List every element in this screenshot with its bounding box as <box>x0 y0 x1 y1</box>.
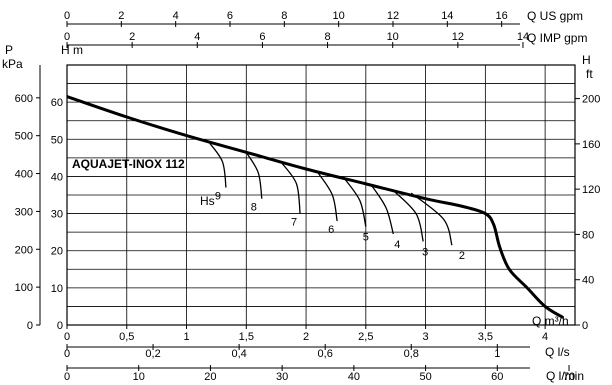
x-tick-label: 1 <box>183 331 189 343</box>
grid <box>66 64 575 326</box>
hs-curve <box>410 192 453 246</box>
kpa-tick-label: 600 <box>15 93 33 105</box>
x-tick-label: 2 <box>303 331 309 343</box>
y-tick-label: 20 <box>51 246 63 258</box>
imp-gpm-tick-label: 6 <box>259 31 265 43</box>
hs-curve <box>207 140 227 188</box>
l-s-tick-label: 0 <box>64 348 70 360</box>
l-s-tick-label: 0,2 <box>145 348 160 360</box>
x-tick-label: 3,5 <box>478 331 493 343</box>
l-min-tick-label: 30 <box>276 371 288 383</box>
us-gpm-tick-label: 8 <box>281 10 287 22</box>
kpa-tick-label: 300 <box>15 206 33 218</box>
kpa-label-top: P <box>5 43 13 57</box>
x-tick-label: 3 <box>423 331 429 343</box>
l-min-tick-label: 20 <box>204 371 216 383</box>
hs-curve <box>245 151 263 199</box>
us-gpm-tick-label: 6 <box>227 10 233 22</box>
imp-gpm-tick-label: 12 <box>452 31 464 43</box>
ft-tick-label: 40 <box>582 275 594 287</box>
tick-labels: 0 0,5 1 1,5 2 2,5 3 3,5 401020304050600100200300… <box>15 10 601 383</box>
hs-curve-label: 3 <box>422 246 428 258</box>
hs-curve <box>371 185 394 235</box>
l-s-tick-label: 0,6 <box>318 348 333 360</box>
l-min-tick-label: 10 <box>133 371 145 383</box>
ft-tick-label: 160 <box>582 139 600 151</box>
hs-curve-label: 8 <box>251 202 257 214</box>
l-s-axis-label: Q l/s <box>545 345 570 359</box>
x-tick-label: 1,5 <box>239 331 254 343</box>
l-min-axis-label: Q l/min <box>546 369 584 383</box>
main-pump-curve <box>66 95 564 319</box>
l-min-tick-label: 60 <box>491 371 503 383</box>
ft-tick-label: 120 <box>582 184 600 196</box>
hs-curve <box>281 163 301 214</box>
hs-label: Hs <box>200 194 215 208</box>
y-tick-label: 60 <box>51 97 63 109</box>
hs-curve-label: 2 <box>459 250 465 262</box>
hs-curve-label: 5 <box>363 232 369 244</box>
y-tick-label: 50 <box>51 134 63 146</box>
hs-curve <box>343 177 367 227</box>
us-gpm-tick-label: 0 <box>64 10 70 22</box>
kpa-tick-label: 200 <box>15 244 33 256</box>
y-tick-label: 40 <box>51 171 63 183</box>
curves: 9 8 7 6 5 4 3 2 <box>66 95 564 319</box>
kpa-tick-label: 0 <box>27 320 33 332</box>
hs-curve <box>317 172 338 222</box>
imp-gpm-tick-label: 0 <box>64 31 70 43</box>
imp-gpm-tick-label: 10 <box>387 31 399 43</box>
plot-frame <box>66 64 576 326</box>
l-min-tick-label: 70 <box>563 371 575 383</box>
ft-tick-label: 80 <box>582 229 594 241</box>
kpa-tick-label: 100 <box>15 282 33 294</box>
imp-gpm-axis-label: Q IMP gpm <box>527 31 587 45</box>
kpa-label-bottom: kPa <box>2 57 23 71</box>
imp-gpm-tick-label: 14 <box>517 31 529 43</box>
us-gpm-tick-label: 4 <box>173 10 179 22</box>
us-gpm-axis-label: Q US gpm <box>527 9 583 23</box>
y-axis-label: H m <box>61 43 83 57</box>
hs-curve-label: 4 <box>394 239 400 251</box>
x-tick-label: 0,5 <box>119 331 134 343</box>
us-gpm-tick-label: 16 <box>496 10 508 22</box>
y-tick-label: 10 <box>51 283 63 295</box>
ft-label-top: H <box>582 53 591 67</box>
y-tick-label: 30 <box>51 209 63 221</box>
kpa-tick-label: 400 <box>15 169 33 181</box>
y-tick-label: 0 <box>57 320 63 332</box>
l-s-tick-label: 0,4 <box>231 348 246 360</box>
chart-title: AQUAJET-INOX 112 <box>72 157 185 171</box>
x-tick-label: 4 <box>542 331 548 343</box>
hs-curve <box>391 188 424 242</box>
imp-gpm-tick-label: 8 <box>324 31 330 43</box>
x-tick-label: 0 <box>64 331 70 343</box>
imp-gpm-tick-label: 2 <box>129 31 135 43</box>
hs-curve-label: 7 <box>291 217 297 229</box>
us-gpm-tick-label: 10 <box>333 10 345 22</box>
x-tick-label: 2,5 <box>358 331 373 343</box>
l-min-tick-label: 40 <box>348 371 360 383</box>
x-axis-label: Q m³/h <box>532 314 569 328</box>
hs-curve-label: 9 <box>215 191 221 203</box>
imp-gpm-tick-label: 4 <box>194 31 200 43</box>
l-min-tick-label: 0 <box>64 371 70 383</box>
us-gpm-tick-label: 2 <box>118 10 124 22</box>
axes <box>36 21 580 371</box>
ft-tick-label: 200 <box>582 94 600 106</box>
ft-tick-label: 0 <box>582 320 588 332</box>
us-gpm-tick-label: 14 <box>441 10 453 22</box>
us-gpm-tick-label: 12 <box>387 10 399 22</box>
hs-curve-label: 6 <box>328 224 334 236</box>
ft-label-bottom: ft <box>586 67 593 81</box>
l-min-tick-label: 50 <box>419 371 431 383</box>
l-s-tick-label: 0,8 <box>404 348 419 360</box>
l-s-tick-label: 1 <box>494 348 500 360</box>
kpa-tick-label: 500 <box>15 131 33 143</box>
